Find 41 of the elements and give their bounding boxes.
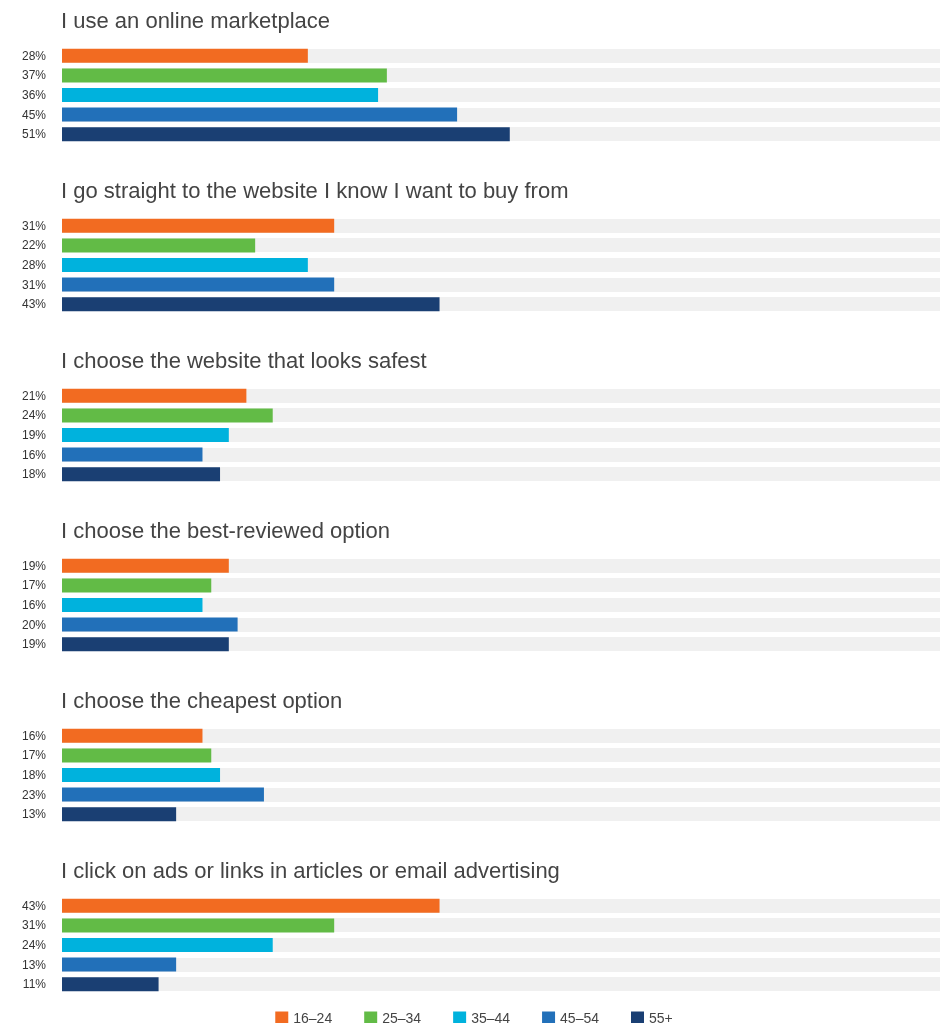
legend-label: 45–54 [560, 1010, 600, 1023]
data-label: 21% [21, 388, 47, 403]
data-label: 43% [21, 898, 47, 913]
chart-title: I choose the cheapest option [61, 687, 343, 713]
data-label: 28% [21, 48, 47, 63]
data-label: 18% [21, 467, 47, 482]
data-label: 31% [21, 277, 47, 292]
data-label: 17% [21, 748, 47, 763]
data-label: 23% [21, 787, 47, 802]
data-label: 16% [21, 728, 47, 743]
data-label: 31% [21, 918, 47, 933]
data-label: 13% [21, 957, 47, 972]
data-label: 20% [21, 617, 47, 632]
data-label: 24% [21, 938, 47, 952]
data-label: 16% [21, 447, 47, 462]
data-label: 13% [21, 807, 47, 822]
data-label: 19% [21, 637, 47, 652]
data-label: 11% [22, 977, 47, 992]
data-label: 22% [21, 238, 47, 253]
data-label: 36% [21, 88, 47, 102]
data-label: 16% [21, 598, 47, 612]
data-label: 31% [21, 218, 47, 233]
data-label: 24% [21, 408, 47, 423]
data-label: 43% [21, 297, 47, 312]
data-label: 17% [21, 578, 47, 593]
data-label: 37% [21, 68, 47, 83]
chart-title: I use an online marketplace [61, 7, 331, 33]
data-label: 19% [21, 558, 47, 573]
data-label: 19% [21, 428, 47, 442]
data-label: 18% [21, 768, 47, 782]
legend-label: 16–24 [293, 1010, 333, 1023]
legend-label: 25–34 [382, 1010, 422, 1023]
chart-title: I go straight to the website I know I want to buy from [61, 177, 569, 203]
data-label: 45% [21, 107, 47, 122]
data-label: 51% [21, 127, 47, 142]
legend-label: 35–44 [471, 1010, 511, 1023]
chart-title: I click on ads or links in articles or email advertising [61, 857, 560, 883]
chart-title: I choose the website that looks safest [61, 347, 427, 373]
data-label: 28% [21, 258, 47, 272]
legend-label: 55+ [648, 1010, 673, 1023]
chart-title: I choose the best-reviewed option [61, 517, 390, 543]
